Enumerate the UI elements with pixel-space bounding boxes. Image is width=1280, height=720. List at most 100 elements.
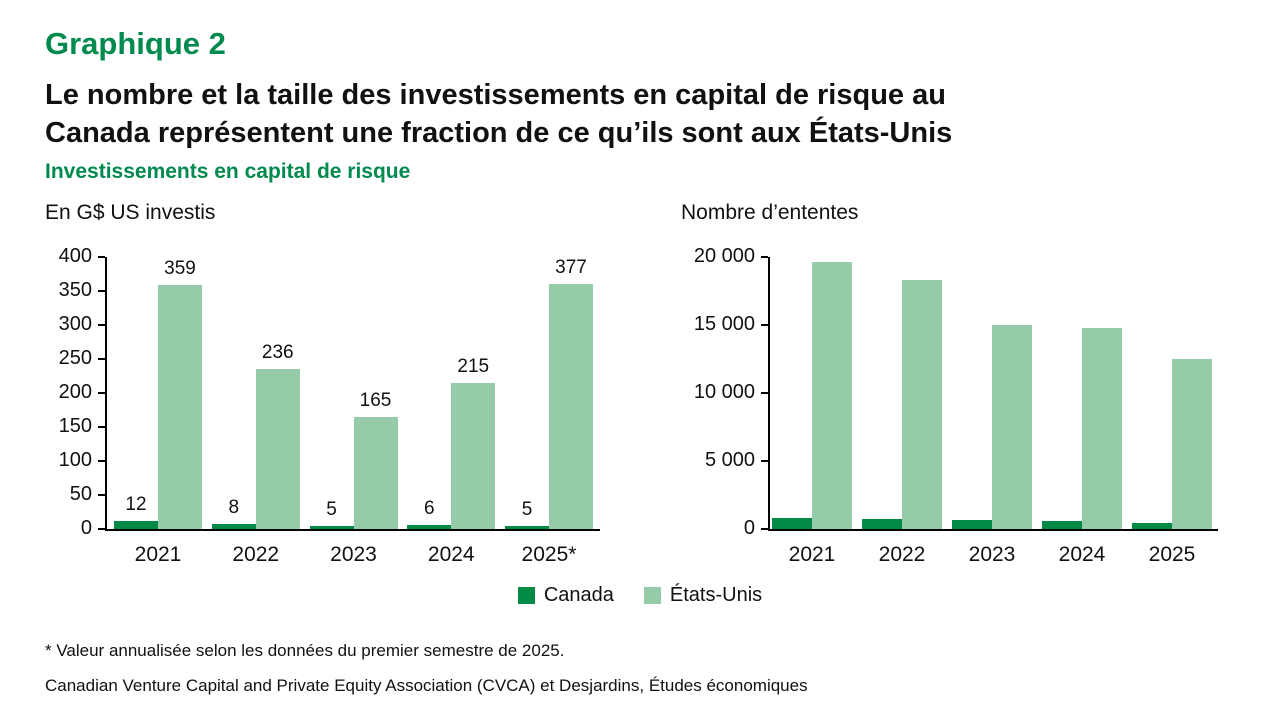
bar-canada-2022 bbox=[211, 524, 256, 529]
bar-états-unis-2025 bbox=[549, 284, 593, 529]
barwrap bbox=[812, 257, 852, 529]
barwrap bbox=[862, 257, 902, 529]
barwrap: 5 bbox=[309, 257, 354, 529]
x-axis-label-2024: 2024 bbox=[1058, 543, 1106, 566]
data-label-canada-2021: 12 bbox=[125, 494, 147, 515]
barwrap: 359 bbox=[158, 257, 202, 529]
bar-états-unis-2021 bbox=[158, 285, 202, 529]
bar-group-2021: 12 359 2021 bbox=[114, 257, 202, 566]
y-tick-mark bbox=[761, 528, 768, 530]
y-tick-label: 350 bbox=[58, 279, 92, 301]
data-label-états-unis-2025: 377 bbox=[555, 257, 587, 278]
bar-états-unis-2023 bbox=[992, 325, 1032, 529]
bar-états-unis-2024 bbox=[451, 383, 496, 529]
barwrap bbox=[952, 257, 992, 529]
bar-états-unis-2024 bbox=[1082, 328, 1122, 529]
x-axis-label-2022: 2022 bbox=[232, 543, 280, 566]
chart-number-heading: Graphique 2 bbox=[45, 26, 226, 61]
left-chart-axis-title: En G$ US investis bbox=[45, 201, 216, 224]
data-label-canada-2023: 5 bbox=[326, 499, 337, 520]
y-tick-mark bbox=[98, 392, 105, 394]
etats-unis-swatch-icon bbox=[643, 587, 661, 604]
x-axis-label-2025: 2025 bbox=[1148, 543, 1196, 566]
y-tick-mark bbox=[98, 460, 105, 462]
bar-états-unis-2025 bbox=[1172, 359, 1212, 529]
legend-item-canada: Canada bbox=[517, 584, 614, 607]
y-tick-label: 5 000 bbox=[704, 449, 755, 471]
y-tick-mark bbox=[98, 290, 105, 292]
bar-group-2024: 2024 bbox=[1042, 257, 1122, 566]
canada-swatch-icon bbox=[517, 587, 535, 604]
bar-canada-2022 bbox=[862, 519, 902, 529]
y-tick-mark bbox=[761, 392, 768, 394]
barwrap bbox=[1042, 257, 1082, 529]
barwrap: 6 bbox=[407, 257, 452, 529]
bar-états-unis-2023 bbox=[353, 417, 398, 529]
barwrap bbox=[902, 257, 942, 529]
barwrap bbox=[992, 257, 1032, 529]
y-tick-label: 250 bbox=[58, 347, 92, 369]
barwrap bbox=[1172, 257, 1212, 529]
main-title-line2: Canada représentent une fraction de ce q… bbox=[45, 117, 953, 149]
legend: Canada États-Unis bbox=[0, 584, 1280, 607]
x-axis-label-2022: 2022 bbox=[878, 543, 926, 566]
x-axis-label-2024: 2024 bbox=[427, 543, 475, 566]
main-title-line1: Le nombre et la taille des investissemen… bbox=[45, 79, 946, 111]
y-tick-mark bbox=[761, 256, 768, 258]
y-tick-label: 50 bbox=[69, 483, 92, 505]
bar-group-2022: 8 236 2022 bbox=[211, 257, 300, 566]
bar-group-2023: 2023 bbox=[952, 257, 1032, 566]
y-tick-mark bbox=[98, 324, 105, 326]
x-axis-label-2023: 2023 bbox=[330, 543, 377, 566]
legend-label-canada: Canada bbox=[543, 584, 614, 606]
y-tick-label: 300 bbox=[58, 313, 92, 335]
barwrap: 8 bbox=[211, 257, 256, 529]
y-tick-mark bbox=[98, 358, 105, 360]
bar-états-unis-2022 bbox=[902, 280, 942, 529]
bar-canada-2024 bbox=[1042, 521, 1082, 529]
source-line: Canadian Venture Capital and Private Equ… bbox=[45, 676, 808, 695]
bar-canada-2025 bbox=[1132, 523, 1172, 529]
y-tick-label: 10 000 bbox=[693, 381, 755, 403]
y-tick-label: 20 000 bbox=[693, 245, 755, 267]
y-tick-mark bbox=[761, 460, 768, 462]
bar-group-2025: 2025 bbox=[1132, 257, 1212, 566]
barwrap: 165 bbox=[353, 257, 398, 529]
bar-états-unis-2021 bbox=[812, 262, 852, 529]
bar-groups: 12 359 2021 8 236 2022 5 165 2023 6 215 2024 5 377 202… bbox=[107, 257, 600, 566]
y-tick-mark bbox=[98, 426, 105, 428]
bar-canada-2024 bbox=[407, 525, 452, 529]
y-tick-label: 400 bbox=[58, 245, 92, 267]
x-axis-label-2021: 2021 bbox=[134, 543, 182, 566]
x-axis-label-2023: 2023 bbox=[968, 543, 1016, 566]
bar-group-2025: 5 377 2025* bbox=[505, 257, 593, 566]
y-tick-label: 200 bbox=[58, 381, 92, 403]
bar-group-2021: 2021 bbox=[772, 257, 852, 566]
barwrap: 215 bbox=[451, 257, 496, 529]
bar-group-2022: 2022 bbox=[862, 257, 942, 566]
barwrap: 236 bbox=[255, 257, 300, 529]
y-tick-mark bbox=[98, 528, 105, 530]
y-tick-mark bbox=[761, 324, 768, 326]
legend-label-etats-unis: États-Unis bbox=[669, 584, 763, 606]
barwrap bbox=[1132, 257, 1172, 529]
data-label-canada-2025: 5 bbox=[521, 499, 533, 520]
bar-group-2024: 6 215 2024 bbox=[407, 257, 496, 566]
left-chart-plot: 0 50 100 150 200 250 300 350 400 12 359 2021 8 236 202… bbox=[59, 245, 600, 566]
y-tick-mark bbox=[98, 256, 105, 258]
data-label-états-unis-2021: 359 bbox=[164, 258, 196, 279]
bar-états-unis-2022 bbox=[255, 369, 300, 529]
y-tick-label: 150 bbox=[58, 415, 92, 437]
chart-subtitle: Investissements en capital de risque bbox=[45, 160, 411, 183]
y-tick-label: 100 bbox=[58, 449, 92, 471]
barwrap bbox=[1082, 257, 1122, 529]
data-label-états-unis-2024: 215 bbox=[457, 356, 490, 377]
y-tick-label: 0 bbox=[80, 517, 92, 539]
x-axis-label-2021: 2021 bbox=[788, 543, 836, 566]
bar-canada-2021 bbox=[772, 518, 812, 529]
bar-canada-2025 bbox=[505, 526, 549, 529]
data-label-canada-2022: 8 bbox=[228, 497, 240, 518]
main-title: Le nombre et la taille des investissemen… bbox=[45, 76, 952, 152]
y-tick-label: 15 000 bbox=[693, 313, 755, 335]
